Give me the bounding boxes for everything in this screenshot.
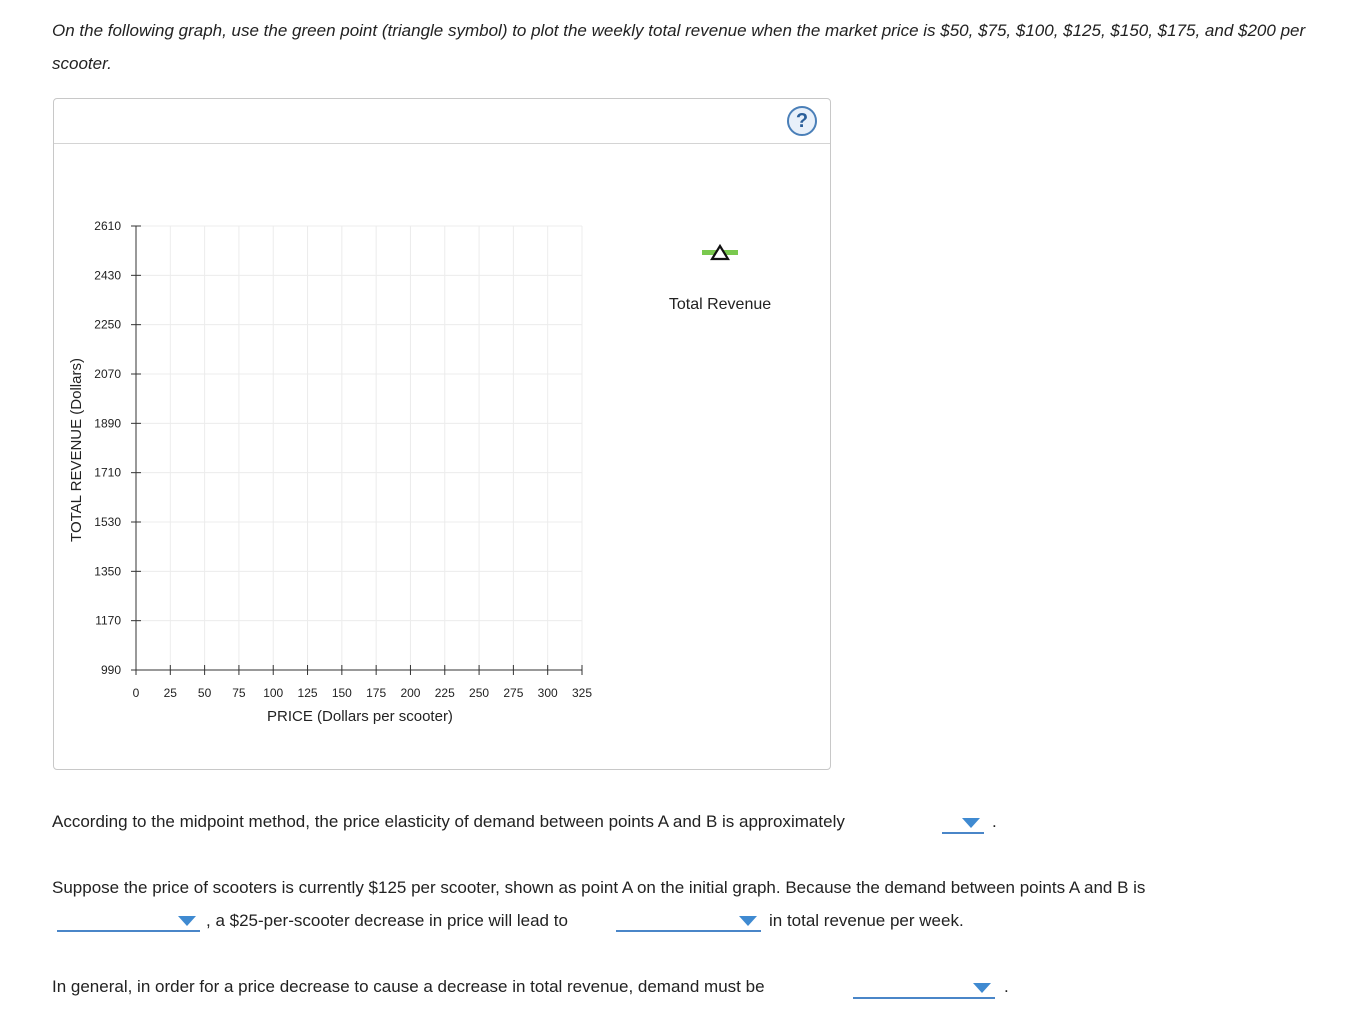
y-axis-ticks: 2610 2430 2250 2070 1890 1710 1530 1350 1170 990 (94, 219, 141, 677)
legend-total-revenue[interactable]: Total Revenue (669, 243, 771, 313)
x-tick-label: 325 (572, 686, 592, 700)
y-tick-label: 2610 (94, 219, 121, 233)
x-tick-label: 275 (503, 686, 523, 700)
q1-period: . (992, 812, 997, 831)
demand-type-dropdown[interactable] (57, 910, 200, 932)
x-tick-label: 250 (469, 686, 489, 700)
q1-text: According to the midpoint method, the pr… (52, 812, 845, 831)
y-tick-label: 2430 (94, 268, 121, 282)
help-icon[interactable]: ? (787, 106, 817, 136)
chevron-down-icon (973, 983, 991, 993)
graph-panel: ? 2610 2430 2250 2070 1890 1710 1530 1350 1170 99… (53, 98, 831, 770)
x-axis-ticks: 0 25 50 75 100 125 150 175 200 225 250 275 300 325 (133, 665, 592, 700)
x-tick-label: 75 (232, 686, 246, 700)
x-tick-label: 125 (298, 686, 318, 700)
chevron-down-icon (962, 818, 980, 828)
total-revenue-graph[interactable]: 261024302250207018901710153013501170990 … (54, 99, 832, 771)
q3-text: In general, in order for a price decreas… (52, 977, 765, 996)
x-tick-label: 100 (263, 686, 283, 700)
chevron-down-icon (178, 916, 196, 926)
demand-condition-dropdown[interactable] (853, 977, 995, 999)
x-tick-label: 175 (366, 686, 386, 700)
x-axis-title: PRICE (Dollars per scooter) (267, 708, 453, 725)
y-tick-label: 2070 (94, 367, 121, 381)
grid-lines (136, 225, 583, 670)
x-tick-label: 225 (435, 686, 455, 700)
x-tick-label: 200 (400, 686, 420, 700)
revenue-change-dropdown[interactable] (616, 910, 761, 932)
x-tick-label: 300 (538, 686, 558, 700)
x-tick-label: 50 (198, 686, 212, 700)
y-axis-title: TOTAL REVENUE (Dollars) (68, 358, 85, 542)
y-tick-label: 1710 (94, 466, 121, 480)
q2-text-c: in total revenue per week. (769, 911, 964, 930)
y-tick-label: 2250 (94, 318, 121, 332)
axes (135, 226, 582, 671)
chevron-down-icon (739, 916, 757, 926)
legend-label: Total Revenue (669, 296, 771, 313)
y-tick-label: 1530 (94, 515, 121, 529)
q2-text-a: Suppose the price of scooters is current… (52, 878, 1146, 897)
x-tick-label: 0 (133, 686, 140, 700)
x-tick-label: 25 (164, 686, 178, 700)
x-tick-label: 150 (332, 686, 352, 700)
y-tick-label: 1350 (94, 564, 121, 578)
y-tick-label: 1170 (95, 614, 121, 628)
q3-period: . (1004, 977, 1009, 996)
green-triangle-icon[interactable] (710, 243, 730, 261)
y-tick-label: 1890 (94, 416, 121, 430)
y-tick-label: 990 (101, 663, 121, 677)
elasticity-value-dropdown[interactable] (942, 812, 984, 834)
graph-panel-header: ? (54, 99, 830, 144)
instructions-text: On the following graph, use the green po… (52, 21, 1306, 73)
q2-text-b: , a $25-per-scooter decrease in price wi… (206, 911, 568, 930)
